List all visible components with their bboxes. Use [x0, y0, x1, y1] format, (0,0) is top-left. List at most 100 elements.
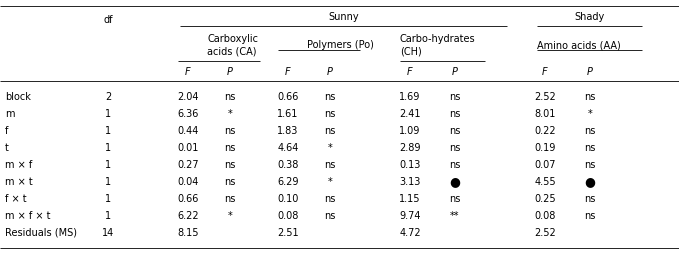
Text: ns: ns	[325, 210, 335, 220]
Text: *: *	[587, 108, 592, 119]
Text: 1: 1	[105, 210, 111, 220]
Text: ns: ns	[585, 92, 595, 102]
Text: ns: ns	[325, 92, 335, 102]
Text: 4.64: 4.64	[277, 142, 299, 152]
Text: 1.61: 1.61	[277, 108, 299, 119]
Text: 2.04: 2.04	[177, 92, 199, 102]
Text: 0.22: 0.22	[534, 125, 556, 135]
Text: ns: ns	[224, 92, 236, 102]
Text: 1.69: 1.69	[399, 92, 421, 102]
Text: 9.74: 9.74	[399, 210, 421, 220]
Text: 2.52: 2.52	[534, 227, 556, 237]
Text: ns: ns	[325, 125, 335, 135]
Text: *: *	[328, 142, 333, 152]
Text: 2.51: 2.51	[277, 227, 299, 237]
Text: f × t: f × t	[5, 193, 26, 203]
Text: ns: ns	[325, 193, 335, 203]
Text: m × f: m × f	[5, 159, 32, 169]
Text: ns: ns	[449, 142, 460, 152]
Text: t: t	[5, 142, 9, 152]
Text: F: F	[543, 67, 548, 77]
Text: 0.38: 0.38	[277, 159, 299, 169]
Text: ns: ns	[449, 125, 460, 135]
Text: 2.52: 2.52	[534, 92, 556, 102]
Text: 0.08: 0.08	[277, 210, 299, 220]
Text: 0.01: 0.01	[177, 142, 199, 152]
Text: 1.09: 1.09	[399, 125, 421, 135]
Text: 1.15: 1.15	[399, 193, 421, 203]
Text: 1: 1	[105, 176, 111, 186]
Text: 3.13: 3.13	[399, 176, 421, 186]
Text: P: P	[227, 67, 233, 77]
Text: ns: ns	[449, 159, 460, 169]
Text: ●: ●	[449, 175, 460, 188]
Text: 2: 2	[105, 92, 111, 102]
Text: 0.07: 0.07	[534, 159, 555, 169]
Text: ns: ns	[224, 159, 236, 169]
Text: 6.22: 6.22	[177, 210, 199, 220]
Text: 14: 14	[102, 227, 114, 237]
Text: m × f × t: m × f × t	[5, 210, 50, 220]
Text: ns: ns	[325, 159, 335, 169]
Text: 2.41: 2.41	[399, 108, 421, 119]
Text: F: F	[285, 67, 291, 77]
Text: *: *	[227, 210, 232, 220]
Text: 8.15: 8.15	[177, 227, 199, 237]
Text: *: *	[227, 108, 232, 119]
Text: 0.25: 0.25	[534, 193, 556, 203]
Text: 8.01: 8.01	[534, 108, 555, 119]
Text: 4.72: 4.72	[399, 227, 421, 237]
Text: 1.83: 1.83	[277, 125, 299, 135]
Text: 1: 1	[105, 159, 111, 169]
Text: 0.10: 0.10	[277, 193, 299, 203]
Text: ns: ns	[585, 210, 595, 220]
Text: Sunny: Sunny	[328, 12, 359, 22]
Text: Polymers (Po): Polymers (Po)	[307, 40, 374, 50]
Text: 0.27: 0.27	[177, 159, 199, 169]
Text: 0.44: 0.44	[177, 125, 199, 135]
Text: ns: ns	[585, 159, 595, 169]
Text: m: m	[5, 108, 14, 119]
Text: ns: ns	[224, 125, 236, 135]
Text: Shady: Shady	[574, 12, 604, 22]
Text: ns: ns	[585, 193, 595, 203]
Text: 1: 1	[105, 125, 111, 135]
Text: ns: ns	[449, 92, 460, 102]
Text: ns: ns	[585, 142, 595, 152]
Text: P: P	[452, 67, 458, 77]
Text: Amino acids (AA): Amino acids (AA)	[537, 40, 621, 50]
Text: ns: ns	[585, 125, 595, 135]
Text: P: P	[327, 67, 333, 77]
Text: Residuals (MS): Residuals (MS)	[5, 227, 77, 237]
Text: ns: ns	[449, 108, 460, 119]
Text: df: df	[103, 15, 113, 25]
Text: F: F	[407, 67, 413, 77]
Text: *: *	[328, 176, 333, 186]
Text: 6.29: 6.29	[277, 176, 299, 186]
Text: ns: ns	[224, 142, 236, 152]
Text: Carboxylic
acids (CA): Carboxylic acids (CA)	[207, 34, 258, 56]
Text: block: block	[5, 92, 31, 102]
Text: ns: ns	[224, 193, 236, 203]
Text: 1: 1	[105, 193, 111, 203]
Text: 0.19: 0.19	[534, 142, 555, 152]
Text: 0.66: 0.66	[277, 92, 299, 102]
Text: ●: ●	[585, 175, 595, 188]
Text: ns: ns	[224, 176, 236, 186]
Text: 1: 1	[105, 108, 111, 119]
Text: 4.55: 4.55	[534, 176, 556, 186]
Text: 1: 1	[105, 142, 111, 152]
Text: f: f	[5, 125, 8, 135]
Text: Carbo-hydrates
(CH): Carbo-hydrates (CH)	[400, 34, 475, 56]
Text: F: F	[185, 67, 191, 77]
Text: 0.08: 0.08	[534, 210, 555, 220]
Text: P: P	[587, 67, 593, 77]
Text: 0.13: 0.13	[399, 159, 421, 169]
Text: m × t: m × t	[5, 176, 33, 186]
Text: ns: ns	[325, 108, 335, 119]
Text: 0.04: 0.04	[177, 176, 199, 186]
Text: 2.89: 2.89	[399, 142, 421, 152]
Text: **: **	[450, 210, 460, 220]
Text: ns: ns	[449, 193, 460, 203]
Text: 6.36: 6.36	[177, 108, 199, 119]
